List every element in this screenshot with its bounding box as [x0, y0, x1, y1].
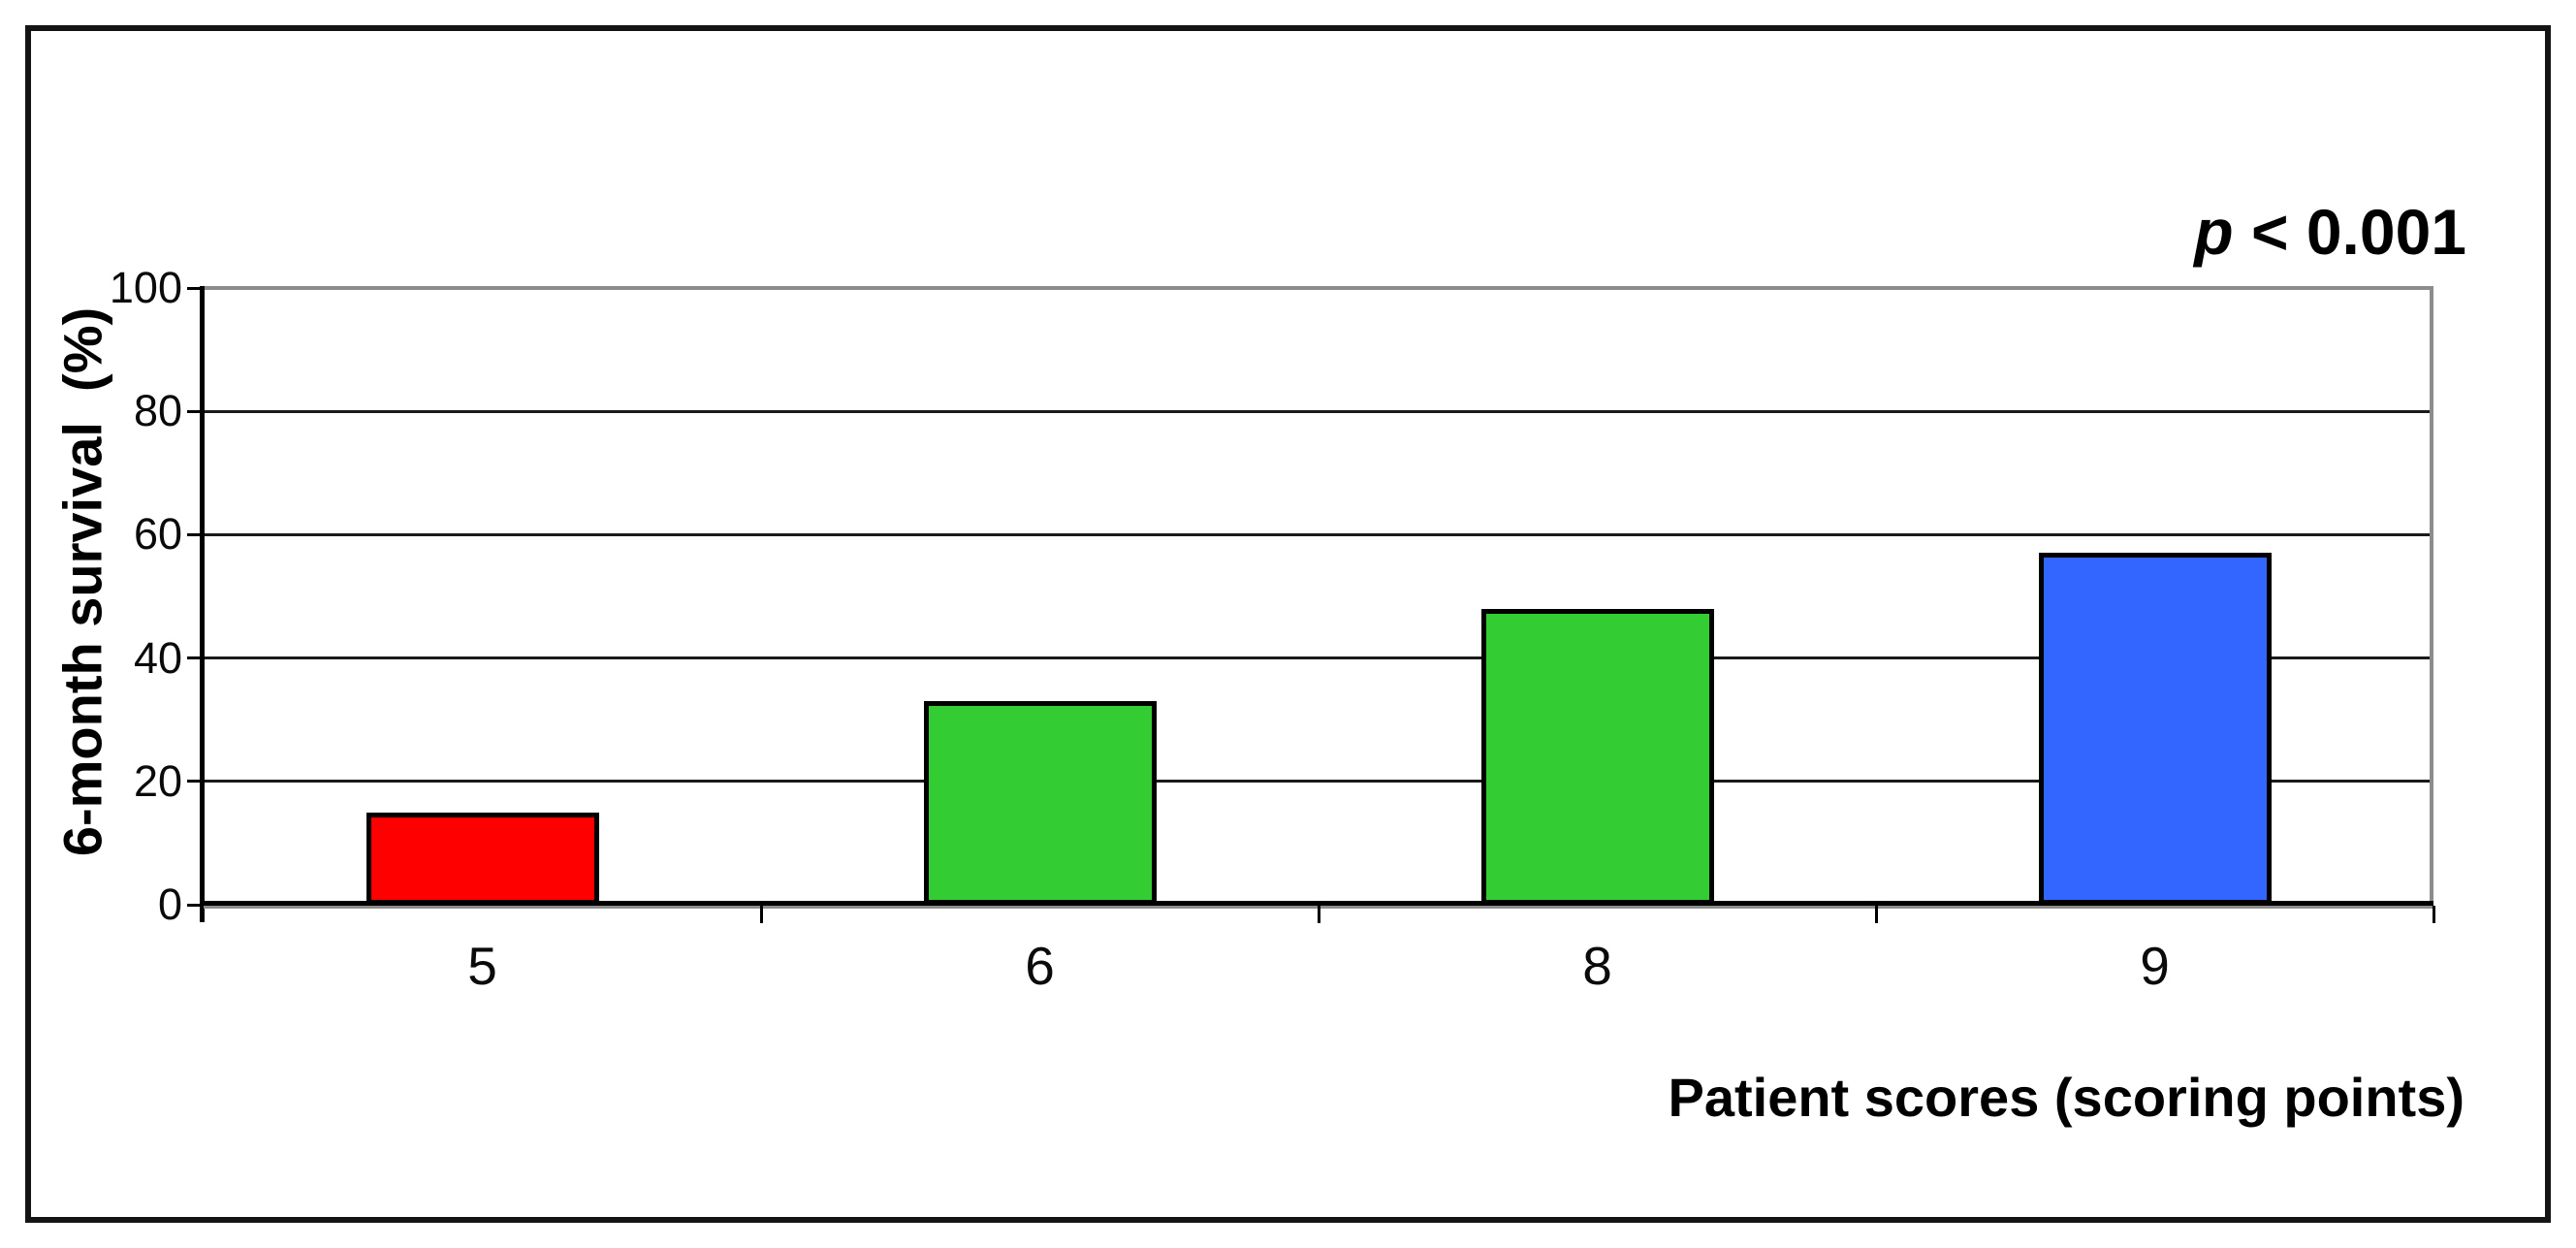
bar-score-9: [2038, 553, 2272, 905]
gridline-y60: [204, 532, 2433, 536]
x-axis-line: [200, 901, 2433, 906]
bar-score-5: [366, 812, 599, 905]
y-axis-tick-label-80: 80: [133, 386, 182, 436]
gridline-y80: [204, 409, 2433, 413]
gridline-y40: [204, 656, 2433, 660]
y-axis-tick-60: [187, 532, 204, 536]
y-axis-tick-0: [187, 903, 204, 907]
y-axis-tick-20: [187, 780, 204, 784]
plot-top-frame-gridline: [204, 286, 2433, 290]
x-axis-category-label-8: 8: [1582, 936, 1612, 996]
gridline-y20: [204, 780, 2433, 784]
x-axis-tick-1: [759, 906, 763, 923]
bar-score-8: [1480, 608, 1714, 905]
y-axis-tick-label-40: 40: [133, 632, 182, 683]
y-axis-tick-100: [187, 286, 204, 290]
y-axis-tick-label-0: 0: [157, 880, 182, 929]
y-axis-tick-label-60: 60: [133, 509, 182, 560]
x-axis-tick-2: [1317, 906, 1320, 923]
x-axis-category-label-6: 6: [1025, 936, 1055, 996]
bar-score-6: [923, 701, 1157, 905]
x-axis-tick-3: [1874, 906, 1878, 923]
p-value-annotation: p < 0.001: [2123, 92, 2466, 371]
y-axis-line: [200, 286, 205, 922]
y-axis-title: 6-month survival (%): [51, 306, 113, 857]
x-axis-category-label-5: 5: [467, 936, 497, 996]
p-value-comparison-text: < 0.001: [2233, 196, 2466, 268]
plot-right-frame: [2430, 288, 2433, 905]
y-axis-tick-label-100: 100: [109, 263, 182, 312]
p-value-italic-symbol: p: [2194, 196, 2234, 268]
y-axis-tick-label-20: 20: [133, 755, 182, 806]
x-axis-title: Patient scores (scoring points): [1668, 1067, 2465, 1128]
y-axis-tick-80: [187, 409, 204, 413]
x-axis-category-label-9: 9: [2140, 936, 2170, 996]
x-axis-tick-4: [2432, 906, 2435, 923]
y-axis-tick-40: [187, 656, 204, 660]
